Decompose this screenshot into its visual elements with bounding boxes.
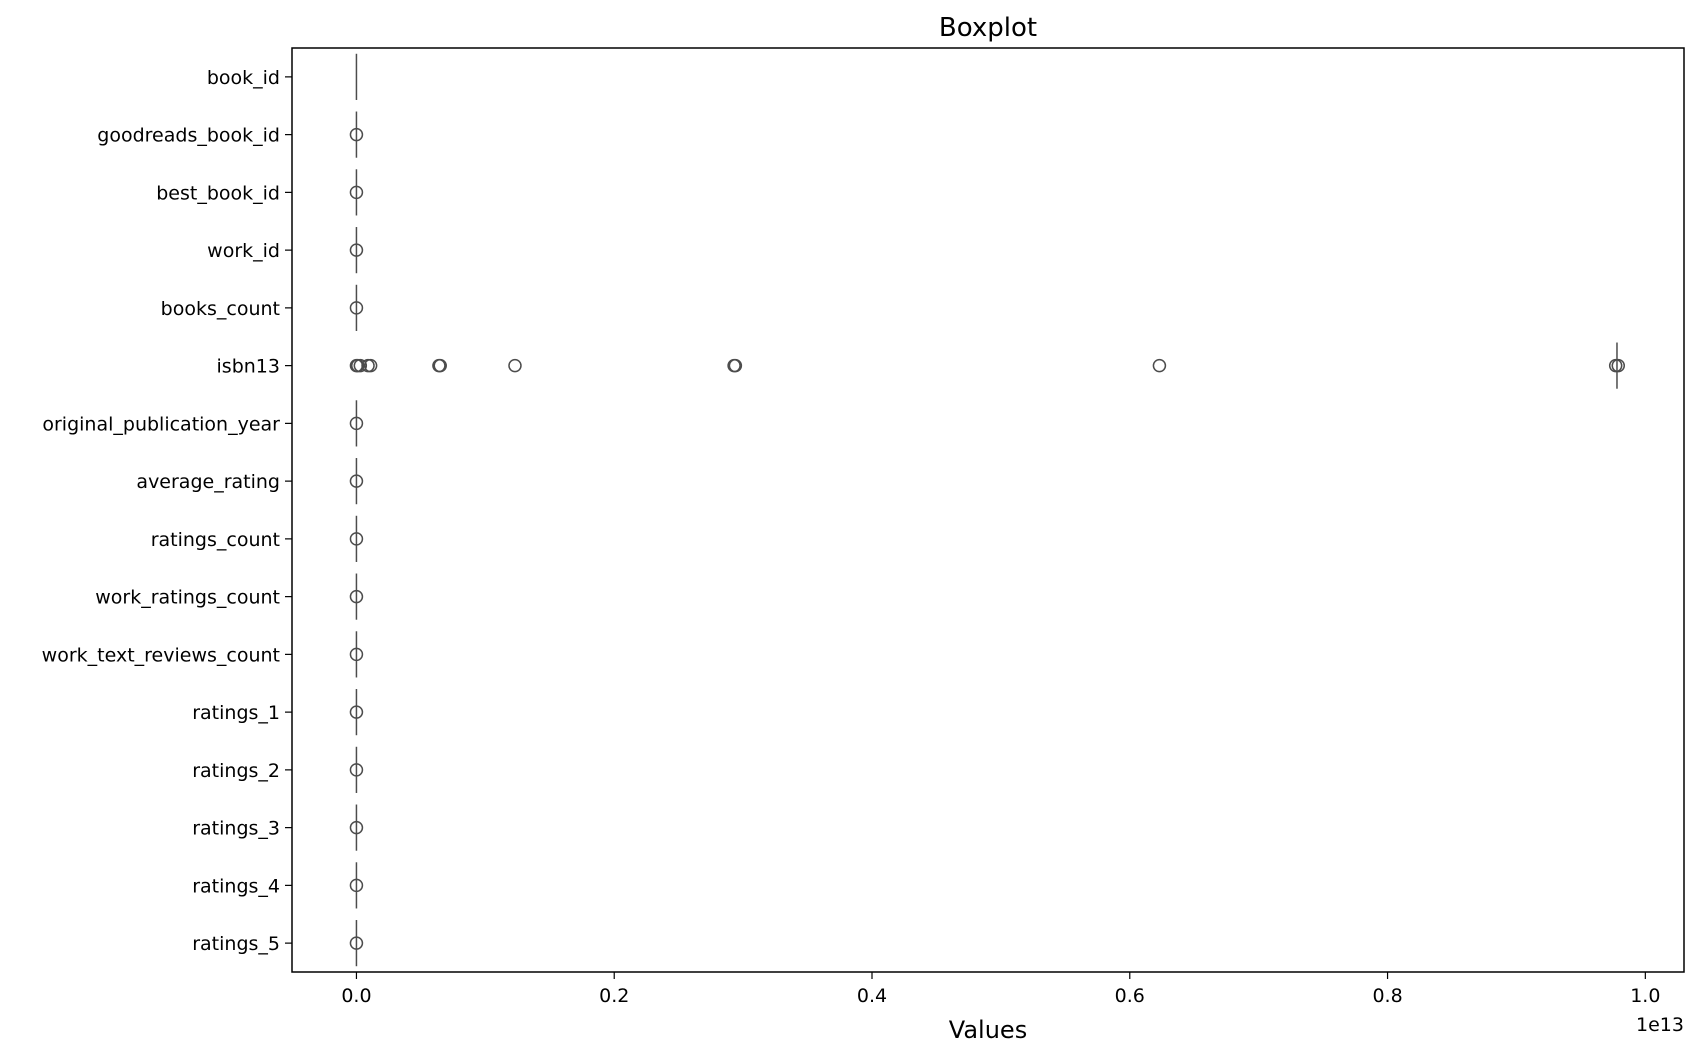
y-tick-label: ratings_5: [192, 933, 280, 955]
box-goodreads_book_id: [349, 111, 364, 158]
plot-area: [349, 53, 1626, 967]
outlier-point: [349, 301, 364, 315]
box-books_count: [349, 284, 364, 331]
outlier-point: [349, 878, 364, 893]
box-ratings_1: [349, 689, 364, 736]
y-tick-label: original_publication_year: [42, 413, 280, 435]
y-tick-label: ratings_4: [192, 875, 280, 897]
outlier-point: [349, 763, 364, 777]
outlier-point: [728, 358, 743, 373]
outlier-point: [353, 358, 368, 373]
outlier-point: [508, 358, 522, 373]
outlier-point: [349, 532, 364, 546]
outlier-point: [349, 647, 364, 662]
x-tick-label: 0.0: [341, 985, 371, 1007]
outlier-point: [349, 705, 364, 719]
x-axis-offset-label: 1e13: [1636, 1014, 1684, 1036]
y-tick-label: ratings_count: [151, 529, 280, 551]
x-axis: 0.0 0.2 0.4 0.6 0.8 1.0: [341, 972, 1660, 1007]
outlier-point: [349, 416, 364, 431]
x-tick-label: 1.0: [1630, 985, 1660, 1007]
y-tick-label: ratings_2: [192, 760, 280, 782]
outlier-point: [349, 820, 364, 835]
y-tick-label: work_text_reviews_count: [42, 644, 280, 666]
y-tick-label: goodreads_book_id: [97, 125, 280, 147]
x-axis-label: Values: [949, 1016, 1027, 1044]
outlier-point: [363, 358, 378, 373]
box-ratings_count: [349, 515, 364, 562]
outlier-point: [1611, 358, 1626, 373]
box-ratings_2: [349, 746, 364, 793]
outlier-point: [349, 936, 364, 950]
box-best_book_id: [349, 169, 364, 216]
y-tick-label: work_ratings_count: [95, 587, 280, 609]
outlier-point: [433, 358, 447, 373]
box-isbn13: [349, 342, 1626, 389]
box-work_id: [349, 227, 364, 274]
x-tick-label: 0.2: [599, 985, 629, 1007]
box-ratings_5: [349, 920, 364, 967]
box-average_rating: [349, 458, 364, 505]
y-tick-label: best_book_id: [156, 182, 280, 204]
outlier-point: [1608, 358, 1623, 373]
chart-title: Boxplot: [939, 13, 1037, 43]
x-tick-label: 0.4: [857, 985, 887, 1007]
plot-frame: [291, 47, 1685, 973]
x-tick-label: 0.8: [1372, 985, 1402, 1007]
y-axis: book_id goodreads_book_id best_book_idwork…: [42, 67, 292, 955]
y-tick-label: ratings_1: [192, 702, 280, 724]
outlier-point: [349, 474, 364, 488]
box-work_ratings_count: [349, 573, 364, 620]
y-tick-label: work_id: [207, 240, 280, 262]
box-original_publication_year: [349, 400, 364, 447]
outlier-point: [349, 127, 364, 142]
y-tick-label: isbn13: [217, 356, 280, 378]
y-tick-label: books_count: [161, 298, 280, 320]
outlier-point: [349, 243, 364, 257]
y-tick-label: average_rating: [136, 471, 280, 493]
y-tick-label: ratings_3: [192, 818, 280, 840]
outlier-point: [1152, 358, 1167, 373]
outlier-point: [349, 589, 364, 604]
outlier-point: [349, 185, 364, 200]
x-tick-label: 0.6: [1115, 985, 1145, 1007]
y-tick-label: book_id: [207, 67, 280, 89]
box-work_text_reviews_count: [349, 631, 364, 678]
box-ratings_3: [349, 804, 364, 851]
box-ratings_4: [349, 862, 364, 909]
